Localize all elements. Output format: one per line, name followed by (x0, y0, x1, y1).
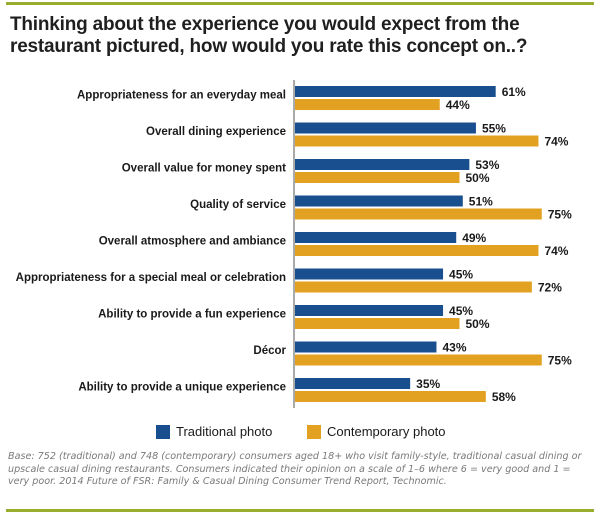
bar-contemporary (295, 135, 539, 147)
bar-chart: Appropriateness for an everyday meal 61% 4… (16, 80, 572, 408)
value-label-traditional: 49% (462, 231, 486, 245)
legend-swatch-contemporary (307, 424, 321, 439)
value-label-contemporary: 75% (548, 208, 572, 222)
legend-swatch-traditional (156, 424, 170, 439)
bar-traditional (295, 86, 496, 97)
value-label-traditional: 51% (469, 195, 493, 209)
value-label-traditional: 45% (449, 268, 473, 282)
legend-label-traditional: Traditional photo (176, 424, 273, 439)
value-label-traditional: 61% (502, 85, 526, 99)
category-label: Appropriateness for a special meal or ce… (16, 272, 286, 284)
value-label-contemporary: 74% (544, 244, 568, 258)
bar-contemporary (295, 99, 440, 110)
category-label: Overall value for money spent (122, 163, 286, 175)
value-label-traditional: 35% (416, 377, 440, 391)
legend-label-contemporary: Contemporary photo (327, 424, 446, 439)
category-label: Appropriateness for an everyday meal (77, 90, 286, 102)
bar-contemporary (295, 281, 532, 293)
source-note: Base: 752 (traditional) and 748 (contemp… (8, 451, 582, 487)
bar-traditional (295, 159, 470, 170)
legend: Traditional photo Contemporary photo (0, 424, 600, 444)
value-label-contemporary: 44% (446, 98, 470, 112)
value-label-traditional: 55% (482, 122, 506, 136)
bar-traditional (295, 232, 457, 243)
bar-contemporary (295, 208, 542, 220)
category-label: Overall atmosphere and ambiance (99, 236, 286, 248)
value-label-contemporary: 50% (466, 317, 490, 331)
category-label: Overall dining experience (146, 126, 286, 138)
bar-traditional (295, 268, 444, 280)
value-label-traditional: 43% (442, 341, 466, 355)
category-label: Quality of service (190, 199, 286, 211)
legend-item-contemporary: Contemporary photo (307, 424, 446, 439)
top-rule (6, 2, 594, 5)
category-label: Ability to provide a unique experience (78, 382, 286, 394)
bar-contemporary (295, 245, 539, 256)
category-label: Ability to provide a fun experience (98, 309, 286, 321)
bar-contemporary (295, 354, 542, 366)
value-label-contemporary: 72% (538, 281, 562, 295)
value-label-contemporary: 58% (492, 390, 516, 404)
bar-contemporary (295, 318, 460, 329)
legend-item-traditional: Traditional photo (156, 424, 272, 439)
chart-title: Thinking about the experience you would … (10, 14, 528, 57)
value-label-contemporary: 74% (544, 135, 568, 149)
bar-contemporary (295, 391, 486, 402)
value-label-contemporary: 75% (548, 354, 572, 368)
bar-traditional (295, 122, 476, 134)
bottom-rule (6, 509, 594, 512)
value-label-traditional: 53% (475, 158, 499, 172)
bar-traditional (295, 341, 437, 353)
bar-traditional (295, 305, 444, 316)
bar-traditional (295, 195, 463, 207)
bar-contemporary (295, 172, 460, 183)
category-label: Décor (253, 345, 286, 357)
value-label-contemporary: 50% (466, 171, 490, 185)
bar-traditional (295, 378, 411, 389)
value-label-traditional: 45% (449, 304, 473, 318)
